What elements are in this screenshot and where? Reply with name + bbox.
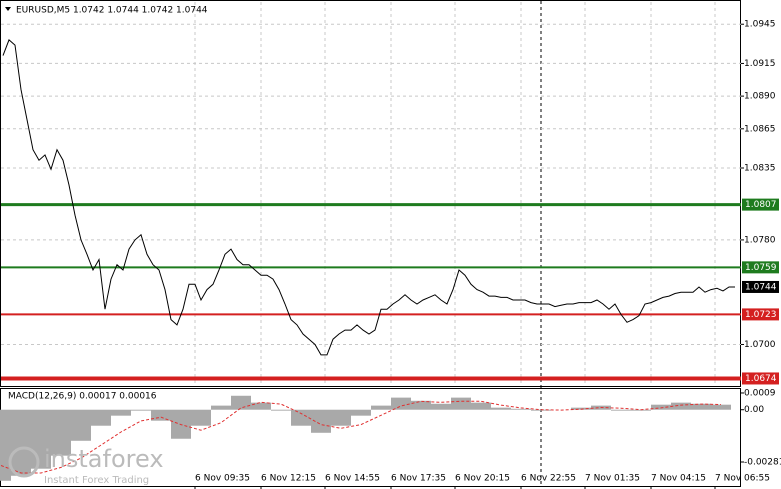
macd-bar bbox=[371, 405, 391, 410]
macd-bar bbox=[471, 402, 491, 410]
macd-bar bbox=[571, 407, 591, 410]
level-label-box bbox=[742, 308, 779, 321]
macd-bar bbox=[191, 409, 211, 426]
macd-bar bbox=[151, 409, 171, 421]
macd-bar bbox=[311, 409, 331, 433]
macd-bar bbox=[391, 397, 411, 410]
macd-bar bbox=[431, 403, 451, 410]
x-tick-label: 7 Nov 04:15 bbox=[651, 474, 706, 484]
macd-title: MACD(12,26,9) 0.00017 0.00016 bbox=[8, 392, 157, 402]
last-price-label: 1.0744 bbox=[745, 282, 777, 292]
macd-bar bbox=[11, 409, 31, 476]
y-tick-label: 1.0865 bbox=[744, 124, 776, 134]
macd-bar bbox=[211, 405, 231, 410]
macd-bar bbox=[291, 409, 311, 426]
y-tick-label: 1.0780 bbox=[744, 235, 776, 245]
y-tick-label: 1.0915 bbox=[744, 59, 776, 69]
signal-line bbox=[0, 400, 722, 474]
macd-bar bbox=[71, 409, 91, 441]
level-label: 1.0723 bbox=[745, 310, 777, 320]
brand: instaforex bbox=[44, 445, 164, 473]
logo: instaforex Instant Forex Trading bbox=[8, 445, 164, 486]
x-tick-label: 6 Nov 20:15 bbox=[455, 474, 510, 484]
macd-bar bbox=[271, 409, 291, 411]
macd-bar bbox=[511, 408, 531, 410]
chart-title: EURUSD,M5 1.0742 1.0744 1.0742 1.0744 bbox=[16, 6, 208, 16]
level-label-box bbox=[742, 198, 779, 211]
x-tick-label: 6 Nov 17:35 bbox=[391, 474, 446, 484]
macd-bar bbox=[51, 409, 71, 456]
title-marker bbox=[5, 7, 11, 11]
macd-bar bbox=[111, 409, 131, 416]
macd-bar bbox=[691, 403, 711, 410]
macd-bar bbox=[411, 400, 431, 410]
logo-icon bbox=[8, 446, 40, 478]
y-tick-label: -0.00281 bbox=[744, 458, 781, 468]
x-tick-label: 7 Nov 06:55 bbox=[715, 474, 770, 484]
macd-bar bbox=[451, 397, 471, 410]
macd-bar bbox=[351, 409, 371, 416]
y-tick-label: 1.0945 bbox=[744, 20, 776, 30]
macd-bar bbox=[671, 402, 691, 410]
level-label: 1.0674 bbox=[745, 374, 777, 384]
macd-bar bbox=[651, 404, 671, 410]
price-panel bbox=[0, 0, 741, 387]
y-tick-label: 0.0009 bbox=[744, 388, 776, 398]
x-tick-label: 6 Nov 09:35 bbox=[195, 474, 250, 484]
level-label-box bbox=[742, 372, 779, 385]
macd-bar bbox=[0, 409, 11, 481]
level-label-box bbox=[742, 261, 779, 274]
macd-bar bbox=[91, 409, 111, 426]
y-tick-label: 1.0890 bbox=[744, 92, 776, 102]
macd-bar bbox=[491, 407, 511, 410]
level-label: 1.0807 bbox=[745, 200, 777, 210]
macd-bar bbox=[711, 404, 731, 410]
y-tick-label: 1.0835 bbox=[744, 164, 776, 174]
tagline: Instant Forex Trading bbox=[44, 475, 149, 486]
last-price-box bbox=[742, 280, 779, 293]
x-tick-label: 7 Nov 01:35 bbox=[585, 474, 640, 484]
x-tick-label: 6 Nov 12:15 bbox=[261, 474, 316, 484]
y-tick-label: 0.00 bbox=[744, 405, 764, 415]
macd-bar bbox=[231, 395, 251, 410]
x-tick-label: 6 Nov 14:55 bbox=[325, 474, 380, 484]
level-label: 1.0759 bbox=[745, 263, 777, 273]
macd-bar bbox=[611, 409, 631, 411]
macd-bar bbox=[331, 409, 351, 426]
macd-bar bbox=[131, 409, 151, 411]
macd-bar bbox=[251, 402, 271, 410]
price-line bbox=[2, 39, 735, 356]
y-tick-label: 1.0700 bbox=[744, 340, 776, 350]
x-tick-label: 6 Nov 22:55 bbox=[521, 474, 576, 484]
